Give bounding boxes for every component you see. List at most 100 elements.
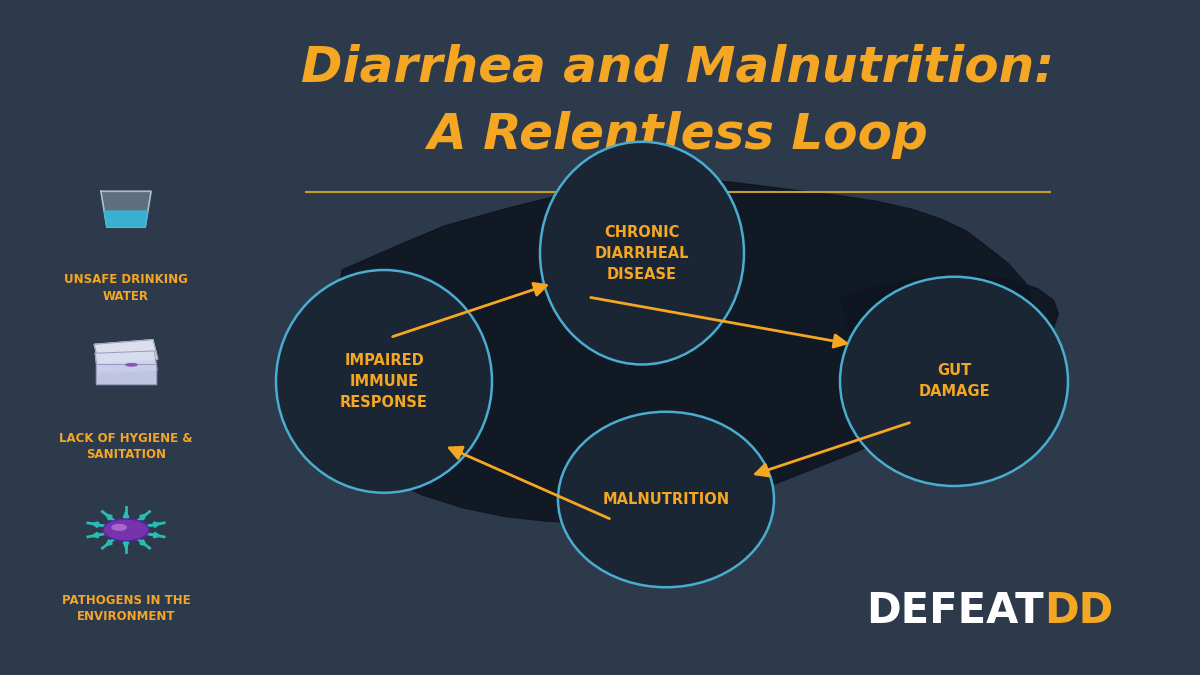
Point <box>1145 419 1164 430</box>
Point <box>959 487 978 497</box>
Point <box>691 87 710 98</box>
Point <box>84 72 103 82</box>
Point <box>46 252 65 263</box>
Point <box>1062 246 1081 256</box>
Point <box>317 162 336 173</box>
Point <box>751 191 770 202</box>
Point <box>703 515 722 526</box>
Point <box>1183 130 1200 140</box>
Point <box>515 176 534 187</box>
Point <box>770 342 790 353</box>
Point <box>518 620 538 631</box>
Point <box>329 443 348 454</box>
Point <box>0 171 13 182</box>
Point <box>632 439 652 450</box>
Point <box>1144 487 1163 498</box>
Point <box>136 0 155 10</box>
Point <box>178 387 197 398</box>
Point <box>1081 508 1100 518</box>
Point <box>240 379 259 389</box>
Point <box>862 521 881 532</box>
Point <box>66 360 85 371</box>
Point <box>125 553 144 564</box>
Point <box>119 606 138 617</box>
Point <box>725 477 744 487</box>
Point <box>586 265 605 275</box>
Point <box>185 539 204 549</box>
Point <box>371 597 390 608</box>
Point <box>942 374 961 385</box>
Point <box>268 331 287 342</box>
Point <box>858 263 877 274</box>
Point <box>630 48 649 59</box>
Point <box>1070 263 1090 274</box>
Point <box>1157 264 1176 275</box>
Point <box>1080 244 1099 255</box>
Point <box>137 273 156 284</box>
Point <box>763 564 782 574</box>
Point <box>1180 245 1199 256</box>
Point <box>604 104 623 115</box>
Point <box>785 79 804 90</box>
Point <box>457 276 476 287</box>
Point <box>544 294 563 305</box>
Point <box>1130 98 1150 109</box>
Point <box>894 313 913 324</box>
Point <box>264 360 283 371</box>
Point <box>194 234 214 244</box>
Point <box>455 74 474 85</box>
Point <box>588 0 607 5</box>
Point <box>1087 578 1106 589</box>
Point <box>373 232 392 243</box>
Point <box>958 660 977 671</box>
Point <box>695 332 714 343</box>
Point <box>784 446 803 457</box>
Point <box>896 280 916 291</box>
Point <box>766 543 785 554</box>
Point <box>226 184 245 194</box>
Point <box>383 169 402 180</box>
Point <box>810 223 829 234</box>
Point <box>1157 5 1176 16</box>
Point <box>806 468 826 479</box>
Point <box>233 0 252 10</box>
Point <box>131 65 150 76</box>
Point <box>571 46 590 57</box>
Point <box>887 82 906 92</box>
Point <box>850 616 869 626</box>
Point <box>948 269 967 279</box>
Point <box>355 38 374 49</box>
Point <box>373 171 392 182</box>
Point <box>432 278 451 289</box>
Point <box>563 244 582 255</box>
Point <box>818 202 838 213</box>
Point <box>772 253 791 264</box>
Point <box>1147 409 1166 420</box>
Point <box>650 251 670 262</box>
Point <box>20 537 40 548</box>
Point <box>380 558 400 569</box>
Point <box>1188 472 1200 483</box>
Point <box>1001 50 1020 61</box>
Point <box>1153 129 1172 140</box>
Point <box>598 268 617 279</box>
Point <box>203 545 222 556</box>
Point <box>631 653 650 664</box>
Point <box>626 110 646 121</box>
Point <box>469 448 488 458</box>
Point <box>526 561 545 572</box>
Point <box>683 387 702 398</box>
Point <box>1181 162 1200 173</box>
Point <box>929 76 948 86</box>
Point <box>274 545 293 556</box>
Point <box>158 620 178 631</box>
Point <box>238 618 257 628</box>
Point <box>154 631 173 642</box>
Point <box>920 347 940 358</box>
Point <box>1016 246 1036 257</box>
Point <box>1180 452 1199 462</box>
Point <box>436 504 455 515</box>
Point <box>557 545 576 556</box>
Point <box>103 109 122 119</box>
Point <box>778 124 797 135</box>
